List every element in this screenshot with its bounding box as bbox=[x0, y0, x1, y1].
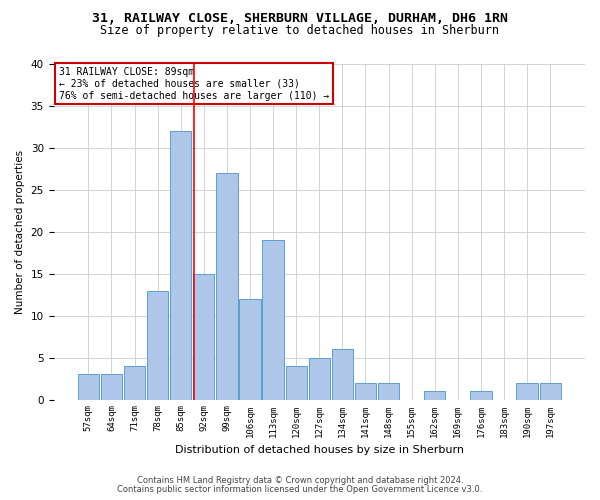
Bar bbox=[170, 131, 191, 400]
Bar bbox=[216, 173, 238, 400]
Bar bbox=[517, 383, 538, 400]
Bar bbox=[355, 383, 376, 400]
Bar bbox=[332, 349, 353, 400]
Bar bbox=[77, 374, 99, 400]
Text: 31 RAILWAY CLOSE: 89sqm
← 23% of detached houses are smaller (33)
76% of semi-de: 31 RAILWAY CLOSE: 89sqm ← 23% of detache… bbox=[59, 68, 329, 100]
Bar bbox=[124, 366, 145, 400]
Bar bbox=[239, 299, 260, 400]
X-axis label: Distribution of detached houses by size in Sherburn: Distribution of detached houses by size … bbox=[175, 445, 464, 455]
Bar bbox=[147, 290, 168, 400]
Bar bbox=[378, 383, 399, 400]
Bar bbox=[470, 391, 491, 400]
Text: Contains public sector information licensed under the Open Government Licence v3: Contains public sector information licen… bbox=[118, 485, 482, 494]
Text: Size of property relative to detached houses in Sherburn: Size of property relative to detached ho… bbox=[101, 24, 499, 37]
Y-axis label: Number of detached properties: Number of detached properties bbox=[15, 150, 25, 314]
Bar bbox=[193, 274, 214, 400]
Bar bbox=[308, 358, 330, 400]
Text: Contains HM Land Registry data © Crown copyright and database right 2024.: Contains HM Land Registry data © Crown c… bbox=[137, 476, 463, 485]
Bar bbox=[424, 391, 445, 400]
Text: 31, RAILWAY CLOSE, SHERBURN VILLAGE, DURHAM, DH6 1RN: 31, RAILWAY CLOSE, SHERBURN VILLAGE, DUR… bbox=[92, 12, 508, 26]
Bar bbox=[539, 383, 561, 400]
Bar bbox=[101, 374, 122, 400]
Bar bbox=[286, 366, 307, 400]
Bar bbox=[262, 240, 284, 400]
